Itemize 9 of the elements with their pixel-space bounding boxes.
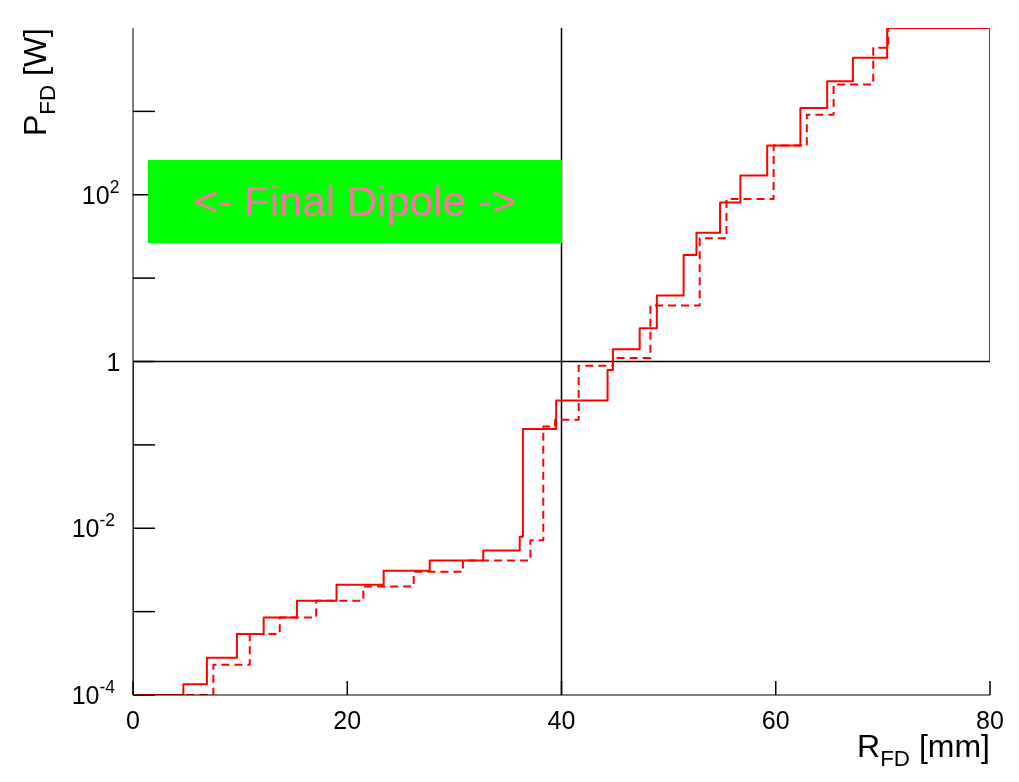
y-tick-label: 10$^{-2}$ [71, 510, 116, 543]
annotation: <- Final Dipole -> [148, 160, 562, 243]
y-tick-label: 10$^{-4}$ [71, 677, 116, 709]
x-tick-label: 40 [547, 706, 576, 734]
x-tick-label: 20 [333, 706, 362, 734]
y-tick-label: 1 [106, 347, 121, 376]
x-tick-label: 60 [761, 706, 790, 734]
y-tick-label: 10$^{2}$ [81, 176, 120, 209]
x-tick-label: 0 [126, 706, 140, 734]
